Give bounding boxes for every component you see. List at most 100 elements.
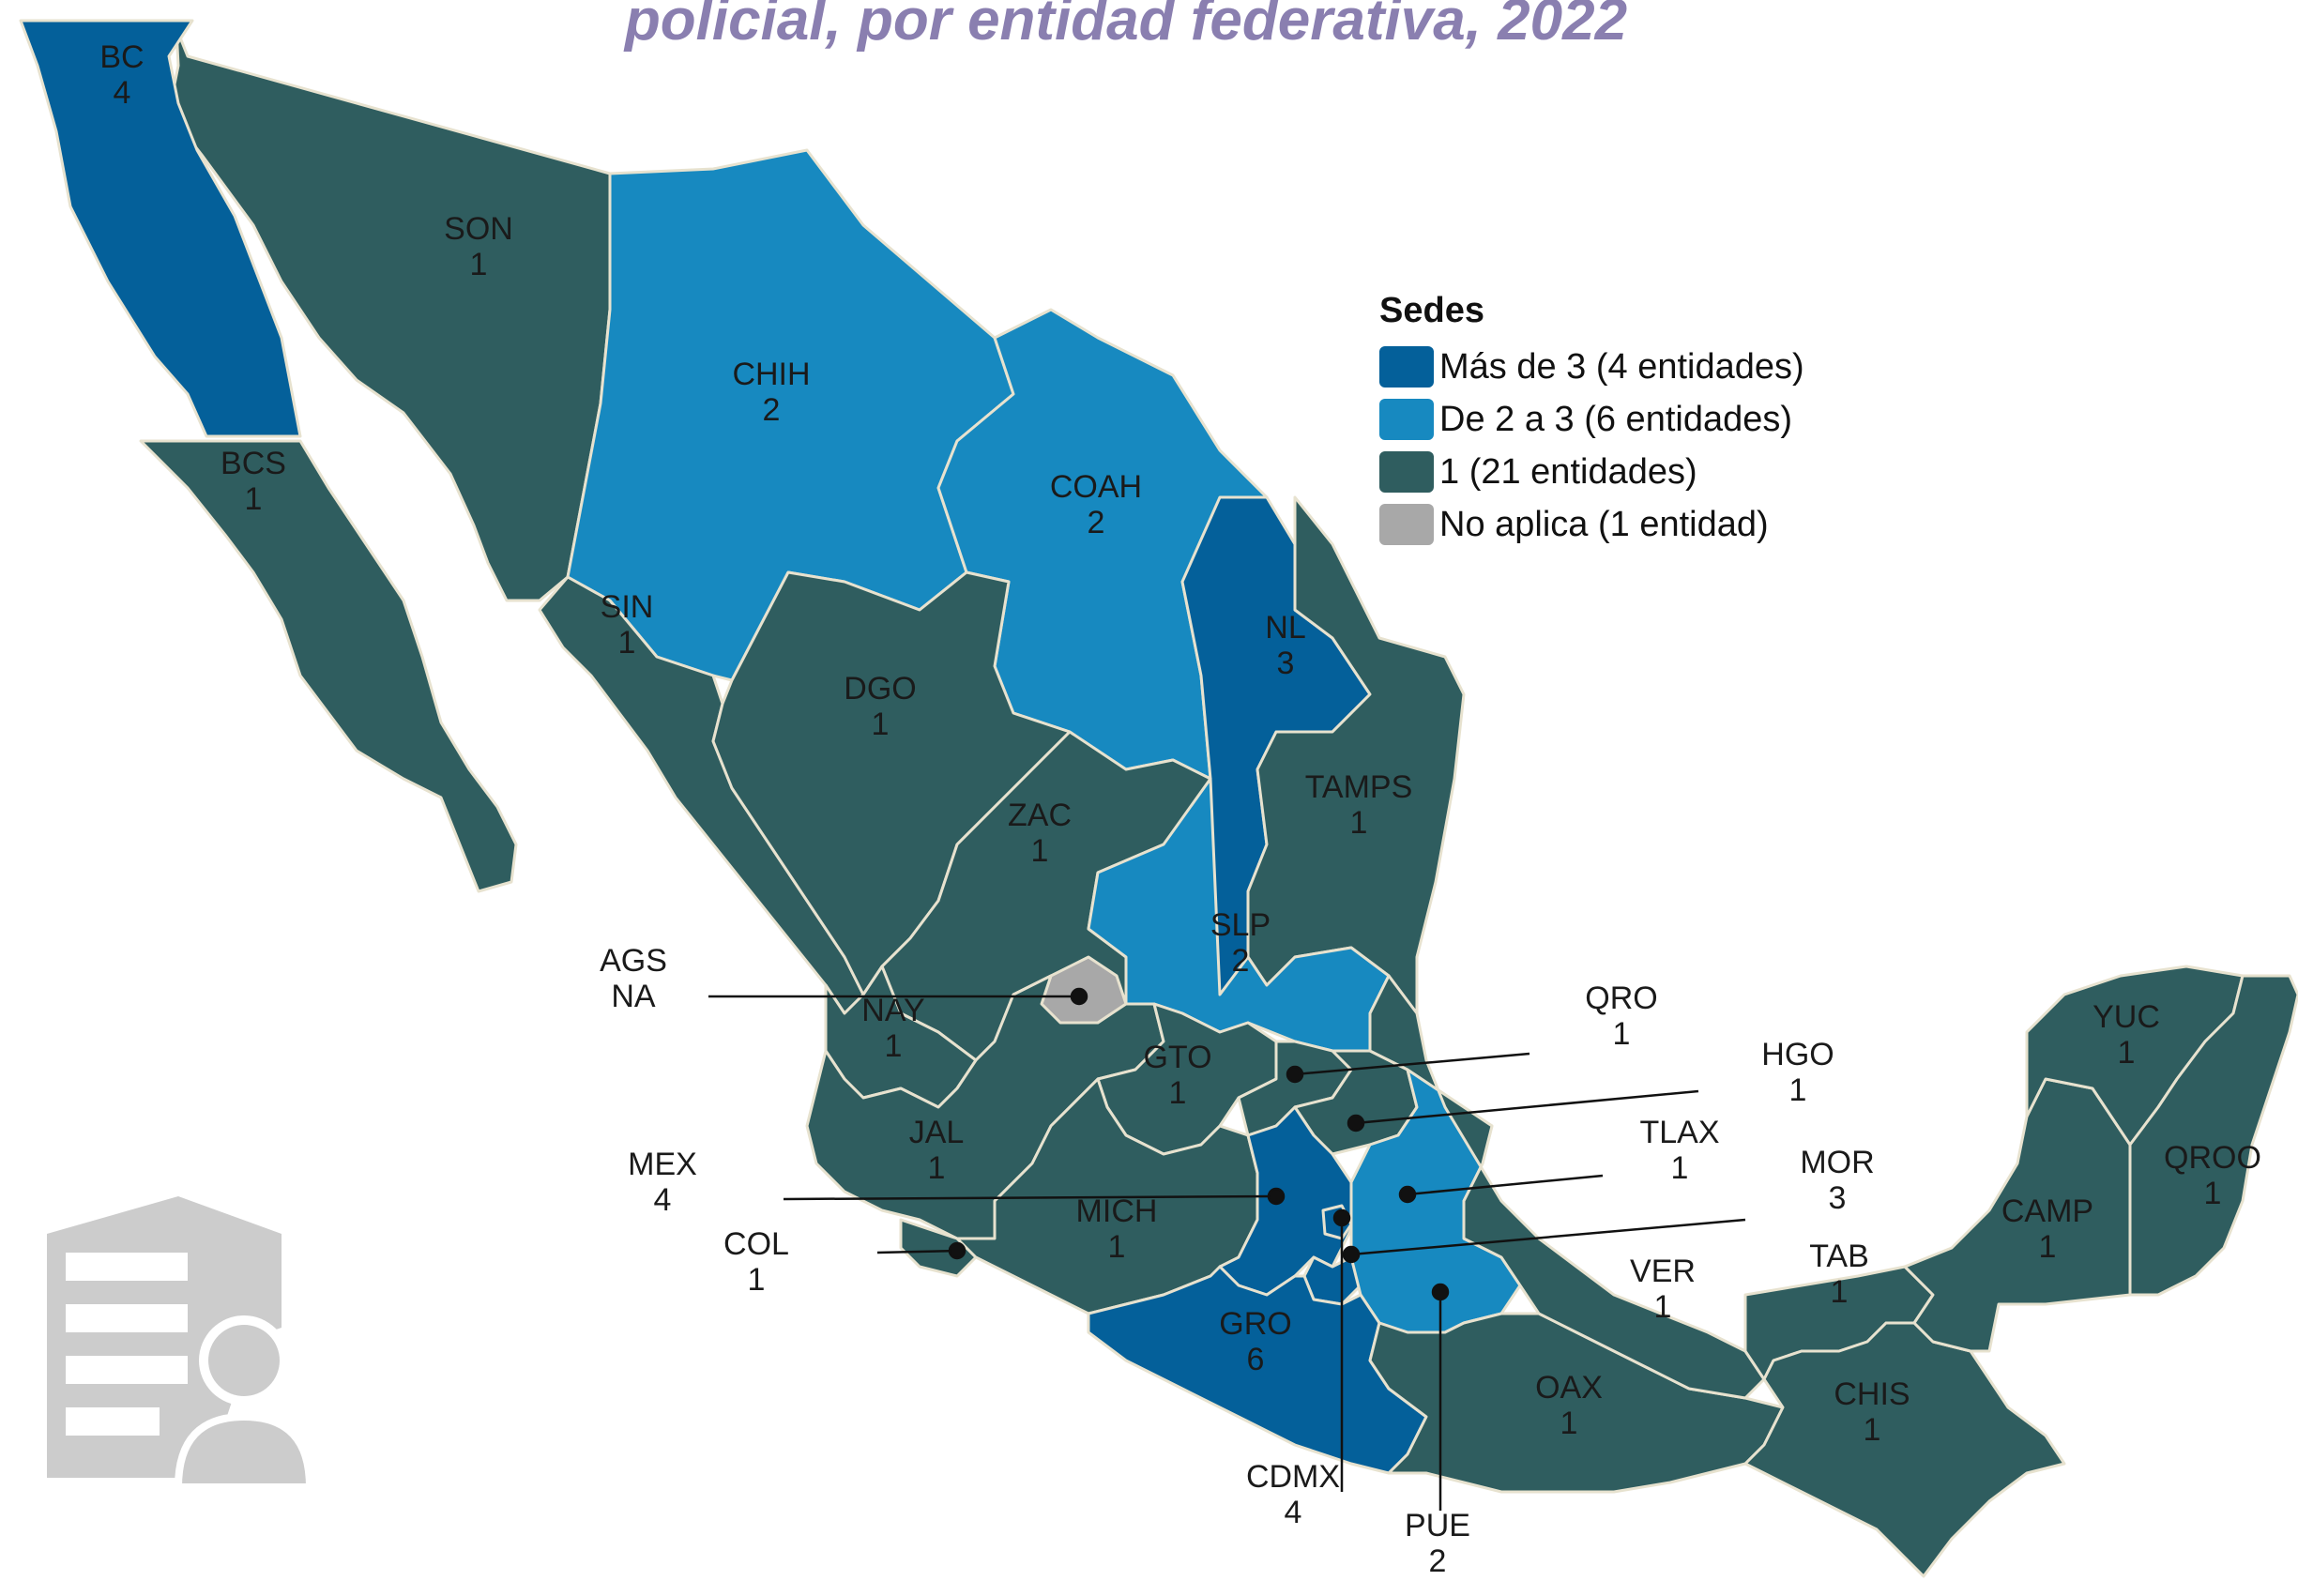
leader-dot-ags — [1070, 987, 1088, 1006]
state-value-cdmx: 4 — [1285, 1495, 1302, 1530]
state-value-sin: 1 — [618, 625, 636, 661]
state-value-tab: 1 — [1831, 1274, 1849, 1310]
state-value-gro: 6 — [1247, 1342, 1265, 1377]
state-abbr-tamps: TAMPS — [1305, 769, 1413, 805]
state-abbr-bcs: BCS — [221, 446, 286, 481]
leader-dot-mor — [1342, 1245, 1361, 1264]
legend-swatch-level1 — [1379, 451, 1434, 493]
state-abbr-oax: OAX — [1535, 1370, 1603, 1406]
state-shape-chis — [1743, 1321, 2066, 1578]
state-value-jal: 1 — [928, 1150, 946, 1186]
state-abbr-dgo: DGO — [844, 671, 916, 707]
state-abbr-chis: CHIS — [1834, 1376, 1910, 1412]
state-abbr-mex: MEX — [628, 1147, 697, 1182]
state-labels: BC4BCS1SON1CHIH2COAH2NL3TAMPS1SIN1DGO1ZA… — [99, 39, 2261, 1579]
state-abbr-slp: SLP — [1210, 907, 1271, 943]
leader-dot-mex — [1267, 1187, 1286, 1206]
leader-dot-tlax — [1398, 1185, 1417, 1204]
state-value-qro: 1 — [1613, 1016, 1631, 1052]
state-value-tlax: 1 — [1671, 1150, 1689, 1186]
state-value-col: 1 — [748, 1262, 766, 1298]
state-value-zac: 1 — [1031, 833, 1049, 869]
state-value-dgo: 1 — [872, 707, 890, 742]
state-abbr-tab: TAB — [1809, 1239, 1869, 1274]
state-shape-qroo — [2128, 974, 2298, 1297]
legend-item-level1: 1 (21 entidades) — [1379, 446, 1804, 498]
state-value-mich: 1 — [1108, 1229, 1126, 1265]
state-value-coah: 2 — [1088, 505, 1105, 540]
leader-line-qro — [1294, 1052, 1530, 1076]
state-abbr-col: COL — [723, 1226, 789, 1262]
map-title: policial, por entidad federativa, 2022 — [624, 0, 1628, 53]
state-abbr-zac: ZAC — [1008, 798, 1072, 833]
state-value-tamps: 1 — [1350, 805, 1368, 841]
state-shape-bcs — [139, 439, 518, 893]
state-abbr-chih: CHIH — [732, 357, 810, 392]
state-value-mex: 4 — [654, 1182, 672, 1218]
state-value-son: 1 — [470, 247, 488, 282]
legend-swatch-level2 — [1379, 399, 1434, 440]
leader-line-col — [876, 1249, 958, 1254]
leader-line-mor — [1350, 1218, 1746, 1256]
state-shapes — [19, 19, 2298, 1578]
state-abbr-mor: MOR — [1800, 1145, 1874, 1180]
leader-line-mex — [783, 1194, 1277, 1201]
legend-item-na: No aplica (1 entidad) — [1379, 498, 1804, 551]
state-value-camp: 1 — [2039, 1229, 2057, 1265]
state-value-qroo: 1 — [2204, 1176, 2222, 1211]
state-value-pue: 2 — [1429, 1543, 1447, 1579]
state-abbr-coah: COAH — [1050, 469, 1142, 505]
state-value-ver: 1 — [1654, 1289, 1672, 1325]
state-abbr-nl: NL — [1265, 610, 1305, 646]
state-abbr-son: SON — [444, 211, 513, 247]
state-abbr-ags: AGS — [600, 943, 667, 979]
legend-swatch-na — [1379, 504, 1434, 545]
state-abbr-qro: QRO — [1585, 980, 1657, 1016]
legend-label-level4: Más de 3 (4 entidades) — [1439, 346, 1804, 387]
leader-dot-pue — [1431, 1283, 1450, 1301]
state-value-nay: 1 — [885, 1028, 903, 1064]
state-value-chis: 1 — [1864, 1412, 1881, 1448]
leader-lines — [708, 987, 1746, 1511]
state-abbr-cdmx: CDMX — [1246, 1459, 1340, 1495]
legend-item-level4: Más de 3 (4 entidades) — [1379, 341, 1804, 393]
state-shape-bc — [19, 19, 302, 438]
state-value-mor: 3 — [1829, 1180, 1847, 1216]
state-value-yuc: 1 — [2118, 1035, 2136, 1071]
state-value-oax: 1 — [1560, 1406, 1578, 1441]
leader-dot-hgo — [1347, 1114, 1365, 1132]
legend-label-level2: De 2 a 3 (6 entidades) — [1439, 399, 1793, 439]
state-abbr-bc: BC — [99, 39, 144, 75]
legend: Sedes Más de 3 (4 entidades) De 2 a 3 (6… — [1379, 291, 1804, 551]
legend-item-level2: De 2 a 3 (6 entidades) — [1379, 393, 1804, 446]
state-abbr-ver: VER — [1630, 1254, 1696, 1289]
state-shape-ver — [1368, 974, 1766, 1400]
state-value-slp: 2 — [1232, 943, 1250, 979]
state-value-ags: NA — [611, 979, 656, 1014]
state-abbr-mich: MICH — [1076, 1193, 1158, 1229]
state-abbr-gto: GTO — [1143, 1040, 1211, 1075]
state-abbr-gro: GRO — [1219, 1306, 1291, 1342]
state-abbr-yuc: YUC — [2093, 999, 2160, 1035]
state-value-hgo: 1 — [1789, 1072, 1807, 1108]
state-value-chih: 2 — [763, 392, 781, 428]
legend-label-level1: 1 (21 entidades) — [1439, 451, 1697, 492]
leader-dot-cdmx — [1332, 1208, 1351, 1227]
leader-dot-qro — [1286, 1065, 1304, 1084]
state-value-bc: 4 — [114, 75, 131, 111]
state-abbr-nay: NAY — [861, 993, 924, 1028]
leader-dot-col — [948, 1241, 966, 1260]
legend-label-na: No aplica (1 entidad) — [1439, 504, 1769, 544]
leader-line-hgo — [1355, 1089, 1699, 1125]
state-abbr-hgo: HGO — [1761, 1037, 1834, 1072]
state-abbr-tlax: TLAX — [1639, 1115, 1719, 1150]
state-abbr-pue: PUE — [1405, 1508, 1470, 1543]
state-abbr-sin: SIN — [601, 589, 654, 625]
state-abbr-jal: JAL — [909, 1115, 965, 1150]
legend-swatch-level4 — [1379, 346, 1434, 388]
state-value-nl: 3 — [1277, 646, 1295, 681]
building-user-icon — [47, 1196, 314, 1491]
legend-title: Sedes — [1379, 291, 1484, 330]
state-value-gto: 1 — [1169, 1075, 1187, 1111]
